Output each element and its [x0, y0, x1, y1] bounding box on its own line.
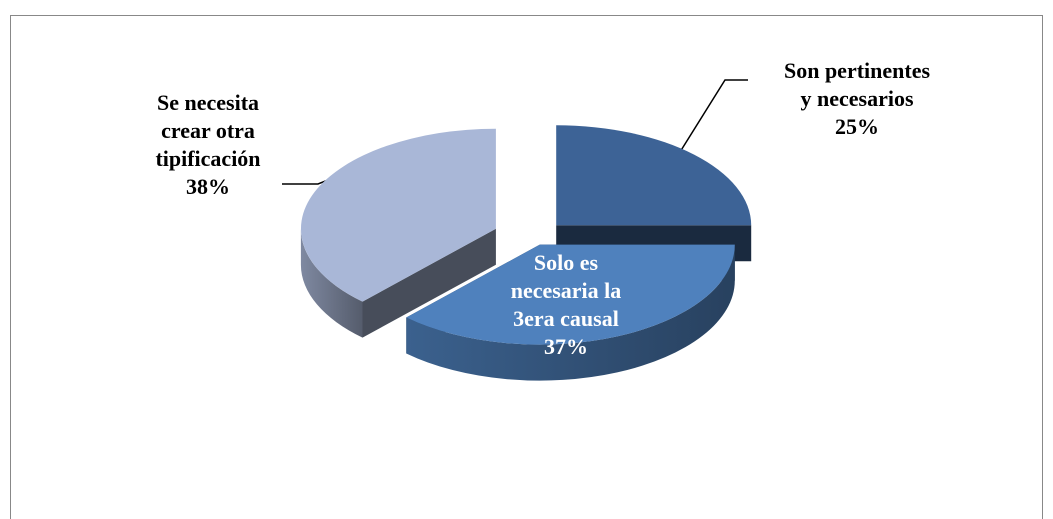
- data-label: Se necesita crear otra tipificación: [155, 90, 260, 171]
- leader-line: [282, 179, 329, 185]
- slice-wall: [406, 244, 735, 381]
- slice-side: [362, 228, 496, 338]
- slice: [556, 125, 752, 226]
- leader-line: [679, 79, 748, 153]
- slice-wall: [300, 228, 363, 338]
- data-label: Solo es necesaria la 3era causal: [511, 250, 622, 331]
- slice: [300, 128, 496, 302]
- value-label: 25%: [835, 114, 879, 139]
- chart-border: [10, 15, 1043, 519]
- data-label: Son pertinentes y necesarios: [784, 58, 931, 111]
- slice: [406, 244, 735, 345]
- value-label: 37%: [544, 334, 588, 359]
- value-label: 38%: [186, 174, 230, 199]
